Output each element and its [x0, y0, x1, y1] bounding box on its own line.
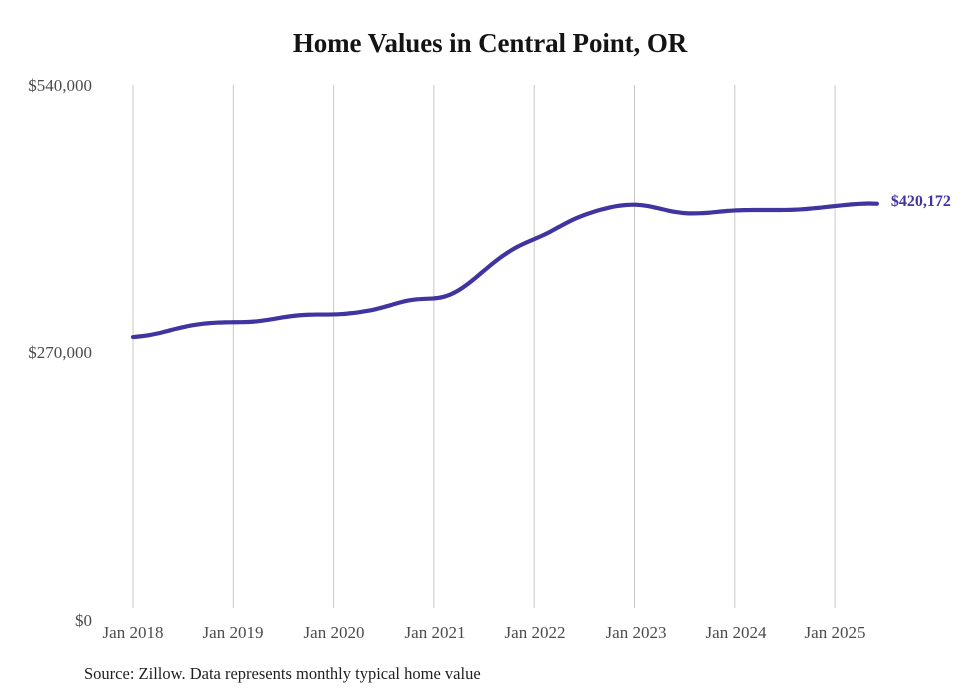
x-axis-label-jan-2025: Jan 2025 — [804, 623, 866, 642]
home-value-line — [130, 201, 879, 340]
y-axis-label-540000: $540,000 — [28, 76, 92, 95]
x-axis-label-jan-2022: Jan 2022 — [504, 623, 566, 642]
end-value-annotation: $420,172 — [890, 192, 951, 210]
x-axis-label-jan-2021: Jan 2021 — [404, 623, 466, 642]
gridlines — [132, 85, 836, 608]
y-axis-label-270000: $270,000 — [28, 343, 92, 362]
y-axis-label-0: $0 — [75, 611, 92, 630]
source-note: Source: Zillow. Data represents monthly … — [84, 664, 481, 683]
x-axis-label-jan-2024: Jan 2024 — [705, 623, 767, 642]
x-axis-label-jan-2023: Jan 2023 — [605, 623, 667, 642]
chart-title: Home Values in Central Point, OR — [292, 28, 688, 58]
x-axis-label-jan-2019: Jan 2019 — [202, 623, 264, 642]
x-axis-label-jan-2018: Jan 2018 — [102, 623, 164, 642]
x-axis-label-jan-2020: Jan 2020 — [303, 623, 365, 642]
